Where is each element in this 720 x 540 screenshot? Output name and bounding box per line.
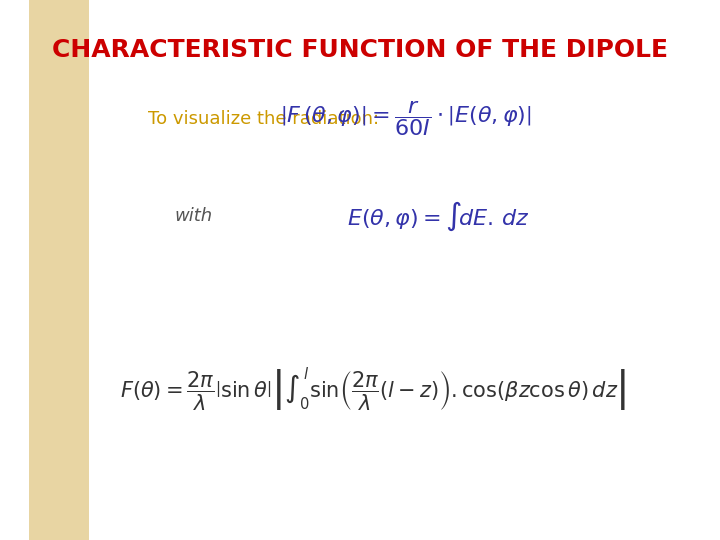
FancyBboxPatch shape (29, 0, 89, 540)
Text: $\left|F\,(\theta,\varphi)\right| = \dfrac{r}{60I}\cdot\left|E(\theta,\varphi)\r: $\left|F\,(\theta,\varphi)\right| = \dfr… (281, 99, 532, 138)
Text: with: with (175, 207, 213, 225)
Text: CHARACTERISTIC FUNCTION OF THE DIPOLE: CHARACTERISTIC FUNCTION OF THE DIPOLE (52, 38, 668, 62)
Text: To visualize the radiation:: To visualize the radiation: (148, 110, 379, 128)
Text: $F(\theta) = \dfrac{2\pi}{\lambda}\left|\sin\theta\right|\left|\int_0^{l}\sin\!\: $F(\theta) = \dfrac{2\pi}{\lambda}\left|… (120, 365, 626, 413)
Text: $E(\theta,\varphi){=}\int\!dE.\,dz$: $E(\theta,\varphi){=}\int\!dE.\,dz$ (347, 199, 529, 233)
